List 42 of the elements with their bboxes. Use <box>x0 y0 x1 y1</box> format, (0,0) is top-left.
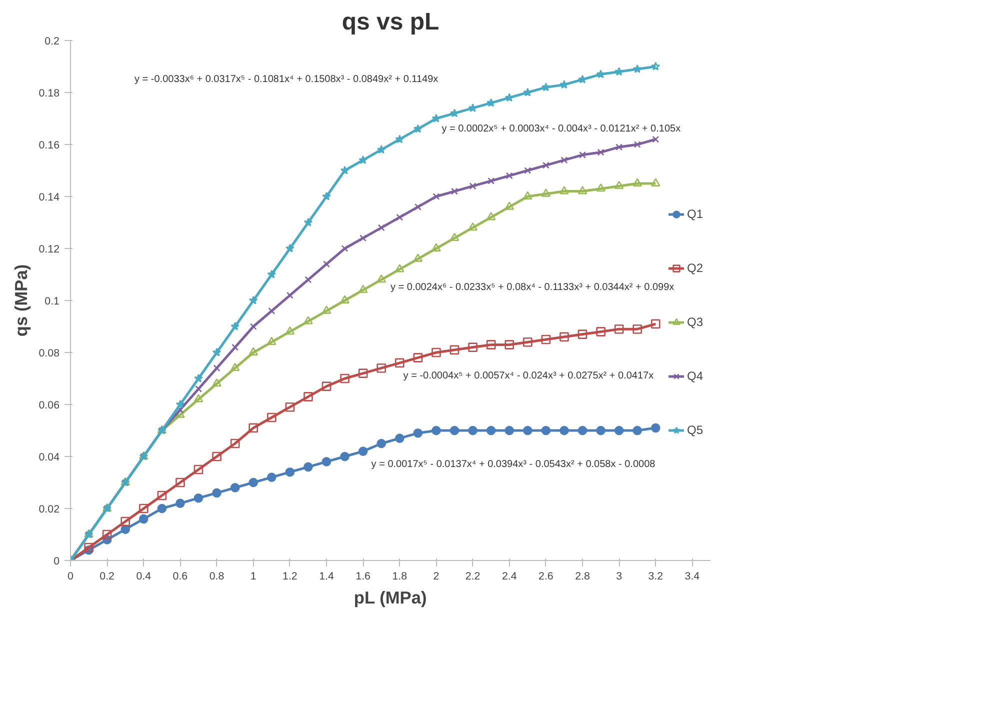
x-tick-label: 1.6 <box>356 570 371 582</box>
x-tick-label: 3 <box>616 570 622 582</box>
legend-label: Q4 <box>687 369 704 383</box>
x-tick-label: 1 <box>250 570 256 582</box>
x-tick-label: 2.8 <box>575 570 590 582</box>
annotation: y = -0.0004x⁵ + 0.0057x⁴ - 0.024x³ + 0.0275x² + 0.0417x <box>403 370 654 382</box>
x-tick-label: 3.4 <box>684 570 700 582</box>
y-tick-label: 0.02 <box>38 504 60 516</box>
x-tick-label: 2.2 <box>465 570 480 582</box>
legend-label: Q3 <box>687 315 704 329</box>
y-axis-title: qs (MPa) <box>10 264 31 337</box>
y-tick-label: 0.06 <box>38 400 60 412</box>
x-axis-title: pL (MPa) <box>354 588 427 608</box>
x-tick-label: 0.6 <box>172 570 188 582</box>
x-tick-label: 2.4 <box>502 570 517 582</box>
annotation: y = 0.0024x⁶ - 0.0233x⁵ + 0.08x⁴ - 0.1133x³ + 0.0344x² + 0.099x <box>390 282 674 293</box>
annotation: y = -0.0033x⁶ + 0.0317x⁵ - 0.1081x⁴ + 0.1508x³ - 0.0849x² + 0.1149x <box>134 74 438 85</box>
legend-label: Q2 <box>687 261 704 275</box>
chart-title: qs vs pL <box>342 8 440 36</box>
x-tick-label: 2.6 <box>538 570 554 582</box>
y-tick-label: 0.16 <box>38 140 60 152</box>
y-tick-label: 0.18 <box>38 88 60 100</box>
y-tick-label: 0.08 <box>38 348 60 360</box>
x-tick-label: 0.8 <box>209 570 224 582</box>
y-tick-label: 0.04 <box>38 452 60 464</box>
x-tick-label: 1.4 <box>319 570 334 582</box>
legend-label: Q5 <box>687 423 704 437</box>
annotation: y = 0.0002x⁵ + 0.0003x⁴ - 0.004x³ - 0.0121x² + 0.105x <box>442 123 681 134</box>
annotation: y = 0.0017x⁵ - 0.0137x⁴ + 0.0394x³ - 0.0543x² + 0.058x - 0.0008 <box>371 458 656 470</box>
x-tick-label: 1.2 <box>282 570 298 582</box>
y-tick-label: 0 <box>54 556 60 568</box>
legend-label: Q1 <box>687 207 704 221</box>
x-tick-label: 0 <box>68 570 74 582</box>
x-tick-label: 2 <box>433 570 440 582</box>
x-tick-label: 3.2 <box>648 570 664 582</box>
y-tick-label: 0.12 <box>38 244 60 256</box>
x-tick-label: 0.4 <box>136 570 152 582</box>
y-tick-label: 0.2 <box>44 36 60 48</box>
y-tick-label: 0.14 <box>38 192 60 204</box>
x-tick-label: 0.2 <box>100 570 115 582</box>
y-tick-label: 0.1 <box>44 296 60 308</box>
x-tick-label: 1.8 <box>392 570 408 582</box>
